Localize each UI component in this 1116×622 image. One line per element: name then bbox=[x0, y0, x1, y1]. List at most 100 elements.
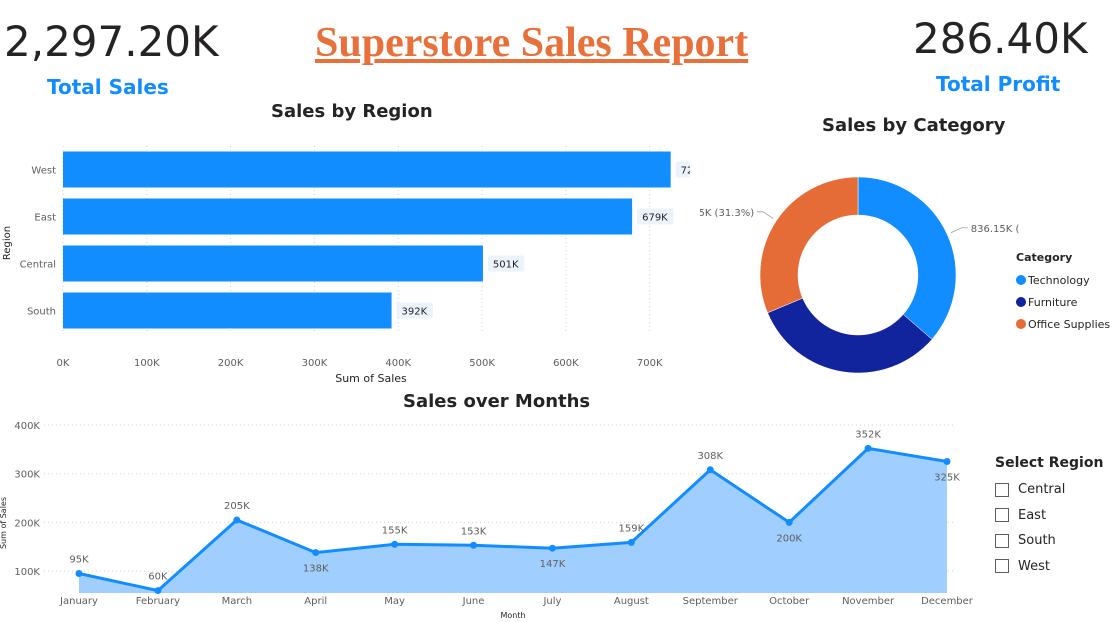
data-label: 205K bbox=[224, 501, 250, 512]
data-label-background bbox=[637, 208, 674, 225]
category-label: South bbox=[27, 307, 56, 318]
checkbox-icon[interactable] bbox=[995, 508, 1009, 523]
data-point-april[interactable] bbox=[312, 549, 320, 557]
x-tick-label: 300K bbox=[302, 358, 328, 369]
data-label: 325K bbox=[934, 473, 960, 484]
bar-east[interactable] bbox=[63, 198, 633, 235]
months-chart-title: Sales over Months bbox=[403, 391, 591, 412]
data-label: 138K bbox=[303, 564, 329, 575]
x-tick-label: April bbox=[304, 596, 327, 607]
data-point-may[interactable] bbox=[391, 540, 399, 548]
x-tick-label: May bbox=[384, 596, 405, 607]
data-label: 159K bbox=[619, 523, 645, 534]
data-point-january[interactable] bbox=[75, 570, 83, 578]
region-x-axis-label: Sum of Sales bbox=[335, 372, 407, 385]
leader-line bbox=[950, 227, 968, 234]
x-tick-label: November bbox=[842, 596, 895, 607]
y-tick-label: 200K bbox=[14, 518, 40, 529]
data-label: 60K bbox=[148, 572, 168, 583]
x-tick-label: March bbox=[222, 596, 252, 607]
data-label: 95K bbox=[69, 555, 89, 566]
data-point-july[interactable] bbox=[548, 544, 556, 552]
data-label-background bbox=[487, 255, 525, 272]
data-label: 392K bbox=[402, 307, 428, 318]
category-label: West bbox=[31, 166, 56, 177]
category-legend: Category Technology Furniture Office Sup… bbox=[1016, 251, 1110, 335]
legend-item-office-supplies[interactable]: Office Supplies bbox=[1016, 313, 1110, 335]
data-label: 679K bbox=[642, 213, 668, 224]
data-label: 153K bbox=[461, 526, 487, 537]
data-point-november[interactable] bbox=[864, 444, 872, 452]
x-tick-label: July bbox=[542, 596, 561, 607]
legend-label: Technology bbox=[1028, 273, 1090, 287]
x-tick-label: 700K bbox=[637, 358, 663, 369]
x-tick-label: 200K bbox=[218, 358, 244, 369]
data-point-december[interactable] bbox=[943, 458, 951, 466]
data-label: 200K bbox=[776, 533, 802, 544]
slice-furniture[interactable] bbox=[767, 297, 933, 374]
report-title: Superstore Sales Report bbox=[315, 20, 749, 66]
months-y-axis-label: Sum of Sales bbox=[0, 497, 8, 549]
legend-item-technology[interactable]: Technology bbox=[1016, 269, 1110, 291]
slice-technology[interactable] bbox=[857, 176, 957, 340]
total-profit-value: 286.40K bbox=[913, 14, 1088, 63]
data-point-march[interactable] bbox=[233, 516, 241, 524]
slice-data-label: 836.15K (36.4%) bbox=[971, 224, 1020, 235]
slicer-option-south[interactable]: South bbox=[995, 528, 1110, 554]
bar-south[interactable] bbox=[63, 292, 392, 329]
data-point-september[interactable] bbox=[706, 466, 714, 474]
slice-office-supplies[interactable] bbox=[759, 176, 859, 314]
data-label: 147K bbox=[540, 559, 566, 570]
data-point-february[interactable] bbox=[154, 587, 162, 595]
y-tick-label: 100K bbox=[14, 567, 40, 578]
bar-west[interactable] bbox=[63, 151, 671, 188]
category-legend-title: Category bbox=[1016, 251, 1073, 264]
sales-area-fill bbox=[79, 448, 947, 593]
slicer-title: Select Region bbox=[995, 455, 1104, 471]
x-tick-label: August bbox=[614, 596, 649, 607]
x-tick-label: 0K bbox=[57, 358, 70, 369]
data-point-october[interactable] bbox=[785, 518, 793, 526]
data-label: 155K bbox=[382, 525, 408, 536]
months-x-axis-label: Month bbox=[500, 611, 525, 620]
slice-data-label: 719.05K (31.3%) bbox=[700, 208, 754, 219]
slicer-option-west[interactable]: West bbox=[995, 554, 1110, 580]
category-chart-title: Sales by Category bbox=[822, 115, 1006, 136]
region-y-axis-label: Region bbox=[2, 226, 13, 260]
data-label-background bbox=[396, 302, 433, 319]
x-tick-label: June bbox=[462, 596, 485, 607]
sales-line bbox=[78, 446, 948, 593]
data-point-june[interactable] bbox=[470, 541, 478, 549]
bar-central[interactable] bbox=[63, 245, 483, 282]
legend-label: Office Supplies bbox=[1028, 317, 1111, 331]
data-label: 352K bbox=[855, 429, 881, 440]
category-label: Central bbox=[20, 260, 56, 271]
checkbox-icon[interactable] bbox=[995, 533, 1009, 548]
slicer-option-east[interactable]: East bbox=[995, 503, 1110, 529]
total-profit-label: Total Profit bbox=[936, 72, 1061, 96]
data-label: 501K bbox=[493, 260, 519, 271]
legend-item-furniture[interactable]: Furniture bbox=[1016, 291, 1110, 313]
slicer-option-central[interactable]: Central bbox=[995, 477, 1110, 503]
total-sales-value: 2,297.20K bbox=[4, 17, 219, 66]
data-label: 308K bbox=[697, 451, 723, 462]
x-tick-label: September bbox=[683, 596, 739, 607]
region-chart-title: Sales by Region bbox=[271, 101, 433, 122]
checkbox-icon[interactable] bbox=[995, 559, 1009, 574]
category-donut-chart[interactable]: 836.15K (36.4%) 719.05K (31.3%) bbox=[700, 175, 1020, 400]
y-tick-label: 400K bbox=[14, 421, 40, 432]
x-tick-label: October bbox=[769, 596, 810, 607]
region-bar-chart[interactable]: 725K 679K 501K 392K West East Central South 0K… bbox=[0, 128, 690, 390]
data-point-august[interactable] bbox=[627, 538, 635, 546]
checkbox-icon[interactable] bbox=[995, 482, 1009, 497]
leader-line bbox=[757, 211, 774, 219]
slicer-option-label: South bbox=[1018, 533, 1056, 549]
x-tick-label: December bbox=[921, 596, 974, 607]
region-slicer: Select Region Central East South West bbox=[995, 455, 1110, 579]
y-tick-label: 300K bbox=[14, 470, 40, 481]
x-tick-label: February bbox=[136, 596, 180, 607]
months-area-chart[interactable]: 95K 60K 205K 138K 155K 153K 147K 159K 308K 200K 35… bbox=[0, 415, 985, 622]
x-tick-label: 500K bbox=[469, 358, 495, 369]
legend-dot-icon bbox=[1016, 297, 1026, 307]
slicer-option-label: Central bbox=[1018, 482, 1066, 498]
